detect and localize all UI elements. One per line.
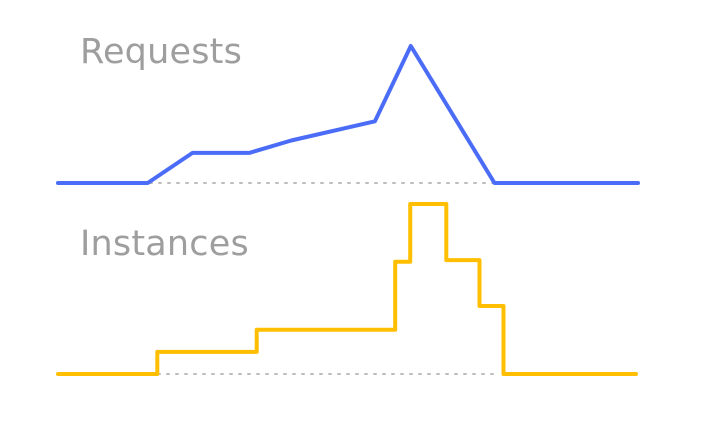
requests-label: Requests (80, 32, 243, 72)
instances-line (56, 202, 638, 376)
instances-label: Instances (80, 224, 249, 264)
requests-line (56, 44, 640, 185)
